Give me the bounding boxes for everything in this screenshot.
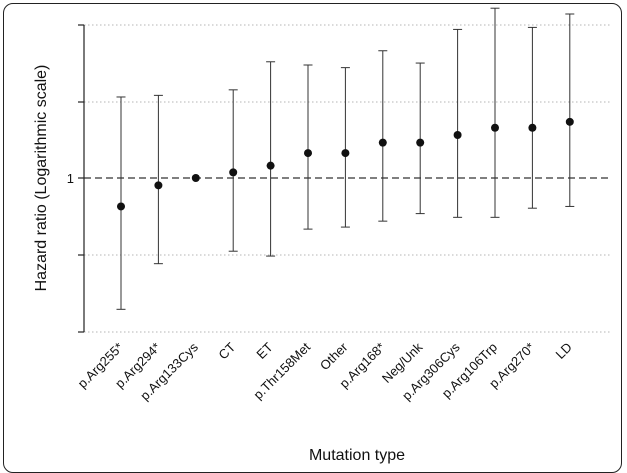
x-tick-labels: p.Arg255*p.Arg294*p.Arg133Cys CT ETp.Thr15… (75, 339, 575, 403)
data-point-3 (229, 168, 238, 177)
data-point-6 (341, 149, 350, 158)
y-axis-title: Hazard ratio (Logarithmic scale) (33, 65, 50, 292)
x-tick-label-4: ET (253, 339, 275, 361)
data-point-1 (154, 181, 163, 190)
x-axis-title: Mutation type (309, 447, 405, 464)
data-point-4 (266, 161, 275, 170)
y-axis (78, 24, 85, 333)
error-bars (116, 7, 575, 310)
data-point-9 (453, 130, 462, 139)
data-point-5 (304, 149, 312, 158)
x-tick-label-3: CT (215, 339, 238, 362)
data-point-7 (378, 138, 387, 147)
y-tick-labels: 1 (67, 171, 74, 186)
y-tick-label-0: 1 (67, 171, 74, 186)
x-tick-label-12: LD (553, 340, 575, 362)
data-point-0 (117, 202, 125, 211)
x-tick-label-6: Other (317, 339, 351, 373)
data-point-8 (416, 138, 425, 147)
data-point-11 (528, 123, 537, 132)
figure-frame (3, 3, 622, 473)
data-point-2 (191, 174, 200, 182)
data-points (117, 117, 574, 211)
data-point-10 (491, 123, 499, 132)
data-point-12 (565, 117, 574, 126)
